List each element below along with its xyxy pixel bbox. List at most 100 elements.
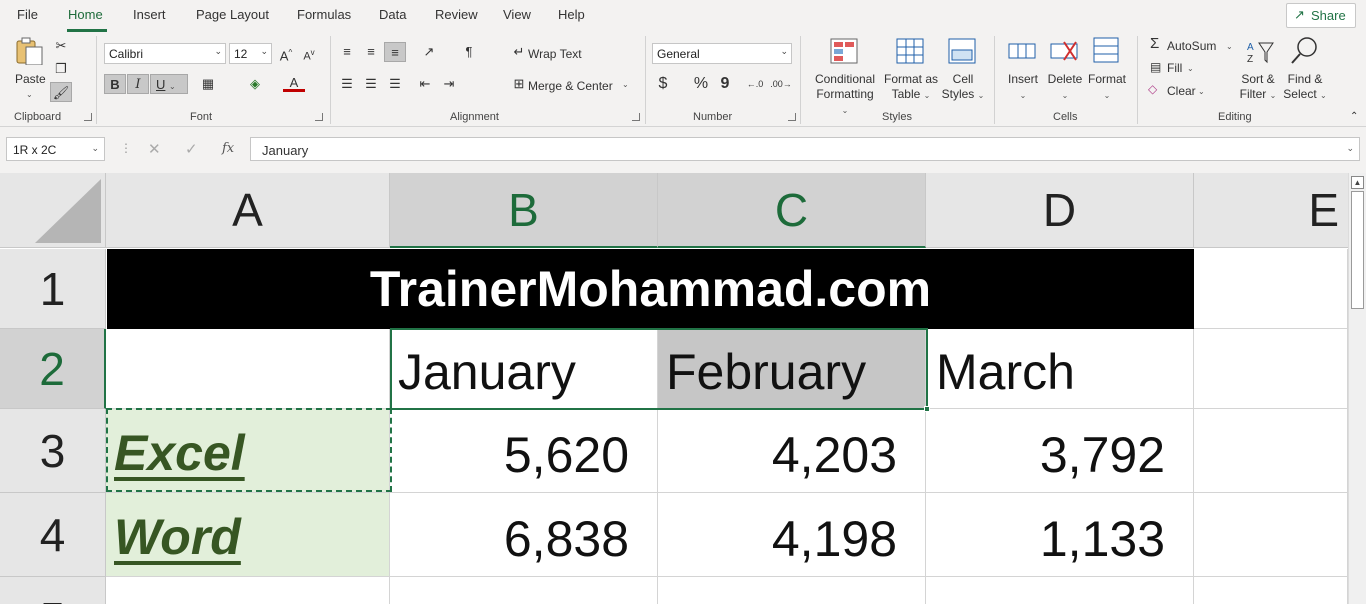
cell-styles-button[interactable]: Cell Styles ⌄ — [940, 72, 986, 103]
vertical-scrollbar[interactable]: ▲ — [1348, 173, 1366, 604]
grow-font-button[interactable]: A^ — [279, 48, 293, 64]
cell-styles-icon[interactable] — [948, 38, 978, 66]
menu-view[interactable]: View — [503, 7, 531, 22]
orientation-icon[interactable]: ↗ — [423, 44, 435, 59]
clear-button[interactable]: Clear — [1167, 84, 1196, 98]
font-name-select[interactable]: Calibri ⌄ — [104, 43, 226, 64]
name-box[interactable]: 1R x 2C ⌄ — [6, 137, 105, 161]
number-format-select[interactable]: General ⌄ — [652, 43, 792, 64]
select-all-button[interactable] — [0, 173, 106, 248]
cell-d3[interactable]: 3,792 — [926, 409, 1194, 493]
menu-review[interactable]: Review — [435, 7, 478, 22]
cell-e1[interactable] — [1194, 249, 1348, 329]
cell-a2[interactable] — [106, 329, 390, 409]
fill-color-icon[interactable]: ◈ — [250, 76, 260, 91]
cut-icon[interactable]: ✂ — [55, 38, 67, 53]
autosum-icon[interactable]: Σ — [1150, 35, 1160, 52]
scroll-up-icon[interactable]: ▲ — [1351, 176, 1364, 189]
cell-d5[interactable] — [926, 577, 1194, 604]
conditional-formatting-button[interactable]: Conditional Formatting ⌄ — [812, 72, 878, 118]
cell-e4[interactable] — [1194, 493, 1348, 577]
cell-c4[interactable]: 4,198 — [658, 493, 926, 577]
comma-button[interactable]: 9 — [720, 75, 730, 92]
borders-icon[interactable]: ▦ — [201, 76, 215, 91]
worksheet-grid[interactable]: A B C D E 1 2 3 4 5 TrainerMohammad.com … — [0, 173, 1348, 604]
format-painter-icon[interactable]: 🖌 — [50, 82, 72, 102]
font-color-button[interactable]: A — [283, 74, 305, 92]
format-as-table-button[interactable]: Format as Table ⌄ — [882, 72, 940, 103]
menu-home[interactable]: Home — [68, 7, 103, 22]
merge-center-button[interactable]: Merge & Center — [528, 79, 613, 93]
menu-formulas[interactable]: Formulas — [297, 7, 352, 22]
collapse-ribbon-icon[interactable]: ⌃ — [1350, 111, 1359, 122]
clear-icon[interactable]: ◇ — [1148, 82, 1158, 96]
formula-input[interactable]: January ⌄ — [250, 137, 1360, 161]
shrink-font-button[interactable]: Av — [303, 48, 315, 63]
menu-insert[interactable]: Insert — [133, 7, 166, 22]
fill-icon[interactable]: ▤ — [1150, 60, 1162, 74]
align-right-icon[interactable]: ☰ — [389, 76, 401, 91]
wrap-text-button[interactable]: Wrap Text — [528, 47, 582, 61]
row-header-2[interactable]: 2 — [0, 329, 106, 409]
cell-a3[interactable]: Excel — [106, 409, 390, 493]
cell-c3[interactable]: 4,203 — [658, 409, 926, 493]
insert-button[interactable]: Insert ⌄ — [1002, 72, 1044, 103]
find-select-button[interactable]: Find & Select ⌄ — [1282, 72, 1328, 103]
cell-a4[interactable]: Word — [106, 493, 390, 577]
row-header-3[interactable]: 3 — [0, 409, 106, 493]
row-header-5[interactable]: 5 — [0, 577, 106, 604]
menu-file[interactable]: File — [17, 7, 38, 22]
decrease-decimal-icon[interactable]: .00→ — [770, 79, 792, 89]
column-header-e[interactable]: E — [1194, 173, 1348, 248]
cell-b3[interactable]: 5,620 — [390, 409, 658, 493]
cancel-icon[interactable]: ✕ — [148, 141, 161, 158]
underline-button[interactable]: U ⌄ — [150, 74, 188, 94]
align-top-icon[interactable]: ≡ — [343, 44, 351, 59]
wrap-text-icon[interactable]: ↵ — [513, 44, 525, 59]
format-button[interactable]: Format ⌄ — [1086, 72, 1128, 103]
copy-icon[interactable]: ❐ — [55, 61, 67, 76]
cell-b5[interactable] — [390, 577, 658, 604]
cell-b4[interactable]: 6,838 — [390, 493, 658, 577]
currency-button[interactable]: $ — [658, 75, 668, 92]
align-left-icon[interactable]: ☰ — [341, 76, 353, 91]
font-launcher-icon[interactable] — [315, 113, 323, 121]
column-header-c[interactable]: C — [658, 173, 926, 248]
share-button[interactable]: ↗ Share — [1286, 3, 1356, 28]
delete-button[interactable]: Delete ⌄ — [1044, 72, 1086, 103]
clipboard-launcher-icon[interactable] — [84, 113, 92, 121]
insert-function-button[interactable]: fx — [222, 141, 235, 156]
chevron-down-icon[interactable]: ⌄ — [1226, 42, 1233, 51]
sort-filter-button[interactable]: Sort & Filter ⌄ — [1238, 72, 1278, 103]
enter-icon[interactable]: ✓ — [185, 141, 198, 158]
cell-e5[interactable] — [1194, 577, 1348, 604]
paragraph-icon[interactable]: ¶ — [465, 44, 473, 59]
column-header-b[interactable]: B — [390, 173, 658, 248]
cell-c2[interactable]: February — [658, 329, 926, 409]
cell-a5[interactable] — [106, 577, 390, 604]
scroll-thumb[interactable] — [1351, 191, 1364, 309]
italic-button[interactable]: I — [127, 74, 149, 94]
cell-e3[interactable] — [1194, 409, 1348, 493]
increase-decimal-icon[interactable]: ←.0 — [746, 79, 764, 89]
bold-button[interactable]: B — [104, 74, 126, 94]
chevron-down-icon[interactable]: ⌄ — [1198, 87, 1205, 96]
format-cells-icon[interactable] — [1092, 36, 1122, 64]
title-cell[interactable]: TrainerMohammad.com — [107, 249, 1194, 329]
align-center-icon[interactable]: ☰ — [365, 76, 377, 91]
insert-cells-icon[interactable] — [1008, 38, 1038, 66]
cell-b2[interactable]: January — [390, 329, 658, 409]
merge-center-icon[interactable]: ⊞ — [513, 76, 525, 91]
number-launcher-icon[interactable] — [788, 113, 796, 121]
menu-data[interactable]: Data — [379, 7, 407, 22]
expand-formula-bar-icon[interactable]: ⌄ — [1346, 143, 1354, 153]
cell-c5[interactable] — [658, 577, 926, 604]
row-header-1[interactable]: 1 — [0, 249, 106, 329]
chevron-down-icon[interactable]: ⌄ — [622, 80, 629, 89]
row-header-4[interactable]: 4 — [0, 493, 106, 577]
sort-filter-icon[interactable]: A Z — [1246, 38, 1276, 66]
align-bottom-icon[interactable]: ≡ — [384, 42, 406, 62]
menu-help[interactable]: Help — [558, 7, 585, 22]
column-header-a[interactable]: A — [106, 173, 390, 248]
formula-bar-grip-icon[interactable]: ⋮ — [120, 141, 132, 155]
